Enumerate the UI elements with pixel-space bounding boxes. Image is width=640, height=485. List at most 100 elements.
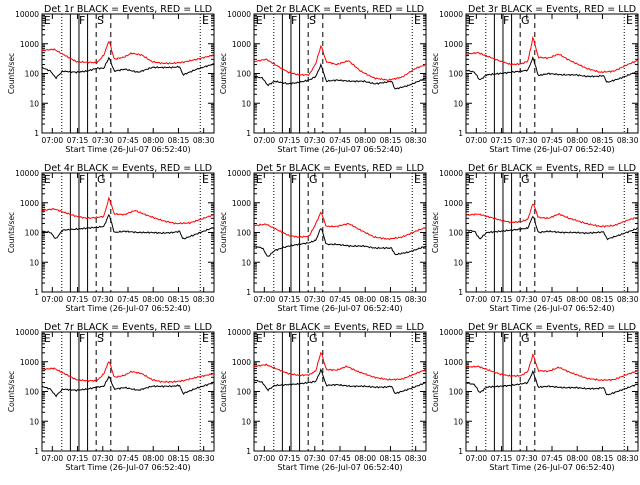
x-tick-label: 07:15 [491,136,513,145]
region-label: E [256,14,263,27]
region-label: G [521,332,530,345]
plot-frame [253,13,427,134]
x-tick-label: 08:30 [193,454,215,463]
lld-series-line [253,211,427,241]
events-series-line [465,56,639,83]
plot-frame [41,13,215,134]
y-axis-label: Counts/sec [431,53,440,94]
y-tick-label: 10 [453,99,463,108]
panel-title: Det 9r BLACK = Events, RED = LLD [468,322,636,333]
x-tick-label: 08:30 [405,136,427,145]
region-label: G [97,173,106,186]
x-tick-label: 08:30 [617,136,639,145]
detector-panel-5: Det 5r BLACK = Events, RED = LLD 1 10 100 10… [219,163,427,313]
y-tick-label: 100 [25,70,40,79]
region-label: E [468,332,475,345]
y-tick-label: 10000 [227,169,251,178]
region-label: E [202,14,209,27]
y-tick-label: 10000 [439,328,463,337]
detector-panel-7: Det 7r BLACK = Events, RED = LLD 1 10 100 10… [7,322,215,472]
region-label: E [256,332,263,345]
x-tick-label: 08:00 [566,295,588,304]
detector-panel-4: Det 4r BLACK = Events, RED = LLD 1 10 100 10… [7,163,215,313]
events-series-line [253,227,427,257]
region-label: E [44,14,51,27]
x-tick-label: 08:00 [354,136,376,145]
x-tick-label: 07:15 [491,454,513,463]
y-tick-label: 1 [458,447,463,456]
region-label: E [44,173,51,186]
region-label: F [291,173,297,186]
x-tick-label: 08:00 [354,295,376,304]
region-label: F [291,14,297,27]
y-tick-label: 1 [246,447,251,456]
detector-panel-2: Det 2r BLACK = Events, RED = LLD 1 10 100 10… [219,4,427,154]
panel-title: Det 6r BLACK = Events, RED = LLD [468,163,636,174]
y-tick-label: 100 [237,70,252,79]
y-tick-label: 1 [246,129,251,138]
x-tick-label: 08:00 [566,454,588,463]
y-tick-label: 10 [29,258,39,267]
x-tick-label: 08:15 [168,136,190,145]
panel-title: Det 8r BLACK = Events, RED = LLD [256,322,424,333]
x-tick-label: 08:00 [354,454,376,463]
x-tick-label: 08:15 [592,454,614,463]
x-tick-label: 07:30 [516,454,538,463]
plot-frame [41,172,215,293]
detector-panel-9: Det 9r BLACK = Events, RED = LLD 1 10 100 10… [431,322,639,472]
lld-series-line [41,361,215,384]
y-tick-label: 10 [29,99,39,108]
x-tick-label: 07:30 [304,136,326,145]
y-tick-label: 10000 [439,169,463,178]
region-label: E [626,173,633,186]
x-tick-label: 07:45 [117,295,139,304]
x-tick-label: 07:00 [466,454,488,463]
panel-title: Det 1r BLACK = Events, RED = LLD [44,4,212,15]
x-tick-label: 07:30 [304,454,326,463]
region-label: G [309,173,318,186]
panel-title: Det 4r BLACK = Events, RED = LLD [44,163,212,174]
lld-series-line [41,40,215,65]
x-tick-label: 08:30 [193,136,215,145]
x-tick-label: 07:15 [279,454,301,463]
events-series-line [41,375,215,398]
y-tick-label: 1 [34,129,39,138]
x-axis-label: Start Time (26-Jul-07 06:52:40) [65,463,190,472]
x-tick-label: 07:00 [42,295,64,304]
region-label: G [309,332,318,345]
x-tick-label: 07:45 [329,454,351,463]
y-tick-label: 1 [34,288,39,297]
events-series-line [253,368,427,395]
region-label: E [414,173,421,186]
lld-series-line [465,36,639,74]
y-axis-label: Counts/sec [431,371,440,412]
y-tick-label: 1000 [232,40,251,49]
y-axis-label: Counts/sec [219,371,228,412]
x-tick-label: 08:00 [142,454,164,463]
x-tick-label: 07:15 [491,295,513,304]
detector-panel-3: Det 3r BLACK = Events, RED = LLD 1 10 100 10… [431,4,639,154]
y-tick-label: 10 [29,417,39,426]
region-label: F [79,173,85,186]
lld-series-line [465,203,639,228]
region-label: E [256,173,263,186]
y-tick-label: 10000 [15,10,39,19]
x-axis-label: Start Time (26-Jul-07 06:52:40) [277,304,402,313]
y-axis-label: Counts/sec [7,53,16,94]
x-axis-label: Start Time (26-Jul-07 06:52:40) [65,304,190,313]
y-axis-label: Counts/sec [219,53,228,94]
plot-frame [465,331,639,452]
y-tick-label: 1000 [20,358,39,367]
region-label: F [79,14,85,27]
x-tick-label: 07:30 [304,295,326,304]
x-tick-label: 08:15 [380,454,402,463]
x-tick-label: 07:45 [329,295,351,304]
y-tick-label: 10000 [15,169,39,178]
x-tick-label: 07:15 [67,295,89,304]
region-label: S [97,14,104,27]
y-tick-label: 1000 [444,358,463,367]
region-label: F [503,332,509,345]
x-tick-label: 07:45 [541,295,563,304]
y-tick-label: 100 [25,229,40,238]
